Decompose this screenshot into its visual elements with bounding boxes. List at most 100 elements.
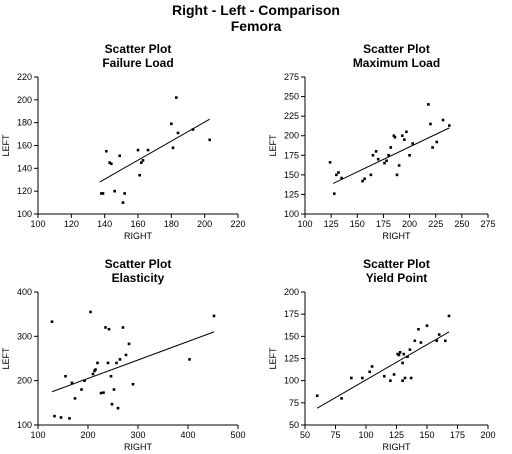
data-point	[118, 358, 122, 361]
data-point	[113, 189, 116, 193]
data-point	[99, 391, 103, 395]
data-point	[175, 96, 178, 99]
y-tick-label: 400	[17, 287, 32, 297]
data-point	[110, 162, 113, 166]
y-axis-label: LEFT	[1, 134, 11, 157]
x-tick-label: 150	[419, 430, 434, 440]
x-tick-label: 160	[130, 219, 145, 229]
x-tick-label: 50	[300, 430, 310, 440]
data-point	[64, 374, 67, 378]
data-point	[124, 353, 128, 357]
data-point	[332, 192, 336, 195]
data-point	[435, 140, 439, 144]
y-axis-label: LEFT	[268, 347, 278, 370]
data-point	[107, 327, 111, 331]
data-point	[68, 417, 71, 420]
data-point	[100, 192, 103, 195]
y-tick-label: 200	[284, 131, 299, 141]
data-point	[93, 369, 96, 373]
y-tick-label: 250	[284, 92, 299, 102]
data-point	[383, 161, 386, 165]
data-point	[89, 310, 92, 314]
data-point	[146, 148, 150, 152]
y-tick-label: 150	[284, 331, 299, 341]
main-subtitle: Femora	[230, 18, 282, 34]
data-point	[429, 122, 432, 126]
data-point	[170, 122, 173, 126]
data-point	[101, 192, 105, 195]
panel-subtitle: Elasticity	[112, 271, 165, 285]
data-point	[427, 103, 430, 106]
data-point	[131, 382, 135, 386]
data-point	[400, 134, 404, 138]
y-tick-label: 125	[284, 189, 299, 199]
data-point	[109, 374, 113, 378]
data-point	[328, 161, 332, 164]
data-point	[105, 149, 108, 153]
x-tick-label: 100	[297, 219, 312, 229]
x-tick-label: 120	[64, 219, 79, 229]
x-axis-label: RIGHT	[383, 442, 412, 452]
x-tick-label: 400	[180, 430, 195, 440]
x-tick-label: 200	[480, 430, 495, 440]
data-point	[425, 324, 429, 327]
y-tick-label: 200	[17, 95, 32, 105]
y-tick-label: 220	[17, 72, 32, 82]
x-tick-label: 175	[376, 219, 391, 229]
data-point	[403, 138, 406, 141]
x-tick-label: 200	[197, 219, 212, 229]
data-point	[374, 150, 378, 153]
data-point	[392, 134, 396, 138]
data-point	[444, 339, 447, 343]
x-axis-label: RIGHT	[124, 231, 153, 241]
panel-title: Scatter Plot	[105, 42, 172, 56]
data-point	[53, 414, 56, 418]
data-point	[96, 361, 99, 365]
data-point	[91, 372, 95, 376]
y-tick-label: 100	[17, 209, 32, 219]
panel-title: Scatter Plot	[363, 257, 430, 271]
data-point	[441, 118, 445, 122]
x-tick-label: 250	[454, 219, 469, 229]
x-tick-label: 225	[428, 219, 443, 229]
data-point	[389, 146, 393, 149]
x-tick-label: 100	[30, 430, 45, 440]
data-point	[406, 355, 409, 359]
regression-line	[316, 331, 450, 409]
data-point	[315, 394, 319, 398]
data-point	[405, 130, 408, 134]
y-tick-label: 100	[17, 420, 32, 430]
data-point	[115, 361, 118, 365]
data-point	[116, 406, 120, 410]
data-point	[176, 131, 180, 135]
x-tick-label: 100	[358, 430, 373, 440]
y-tick-label: 160	[17, 141, 32, 151]
data-point	[376, 157, 380, 161]
y-tick-label: 200	[284, 287, 299, 297]
data-point	[188, 358, 191, 361]
y-tick-label: 300	[17, 331, 32, 341]
data-point	[83, 379, 86, 382]
data-point	[70, 381, 74, 385]
x-tick-label: 140	[97, 219, 112, 229]
data-point	[112, 388, 116, 391]
data-point	[136, 148, 140, 152]
data-point	[437, 333, 441, 336]
data-point	[212, 314, 216, 318]
y-tick-label: 180	[17, 118, 32, 128]
data-point	[138, 173, 141, 177]
x-axis-label: RIGHT	[124, 442, 153, 452]
data-point	[397, 164, 401, 167]
x-tick-label: 100	[30, 219, 45, 229]
data-point	[431, 146, 434, 149]
y-tick-label: 150	[284, 170, 299, 180]
data-point	[398, 350, 402, 354]
data-point	[208, 138, 211, 142]
data-point	[110, 402, 114, 406]
data-point	[121, 201, 125, 204]
panel-subtitle: Maximum Load	[353, 56, 440, 70]
data-point	[73, 397, 77, 400]
data-point	[417, 327, 420, 331]
